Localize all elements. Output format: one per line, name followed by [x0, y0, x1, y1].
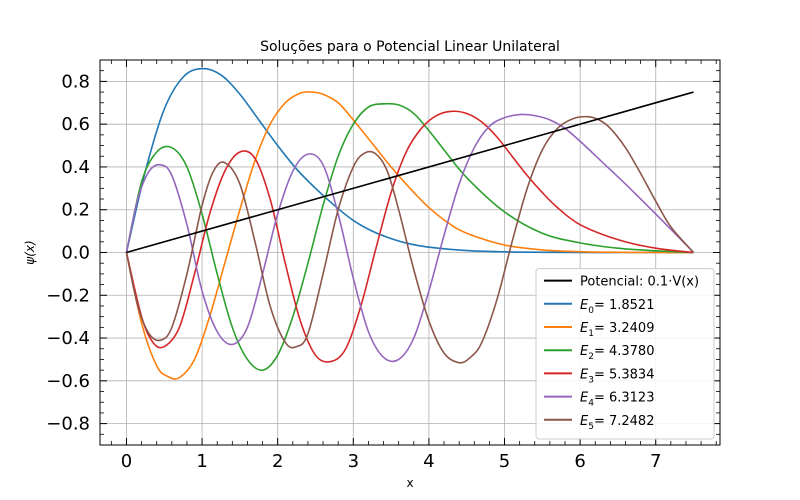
legend-entry-label: E4= 6.3123: [580, 391, 654, 409]
chart-title: Soluções para o Potencial Linear Unilate…: [260, 39, 560, 55]
legend-entry-label: E1= 3.2409: [580, 321, 654, 339]
x-tick-label: 1: [196, 451, 207, 472]
series-lines: [125, 67, 695, 380]
legend-box: [535, 268, 715, 440]
x-tick-label: 7: [650, 451, 661, 472]
legend-entry-label: E2= 4.3780: [580, 344, 654, 362]
x-tick-label: 3: [348, 451, 359, 472]
y-tick-label: −0.6: [46, 371, 90, 392]
y-tick-label: −0.4: [46, 328, 90, 349]
x-tick-label: 6: [574, 451, 585, 472]
x-tick-label: 5: [499, 451, 510, 472]
series-line-3: [125, 102, 694, 371]
y-tick-label: 0.6: [61, 114, 90, 135]
y-tick-label: −0.8: [46, 414, 90, 435]
y-tick-label: 0.0: [61, 243, 90, 264]
y-tick-label: 0.2: [61, 200, 90, 221]
legend-entry-label: Potencial: 0.1·V(x): [580, 275, 699, 290]
series-line-0: [126, 91, 694, 254]
y-tick-label: −0.2: [46, 285, 90, 306]
legend-entry-label: E5= 7.2482: [580, 414, 654, 432]
x-tick-label: 4: [423, 451, 434, 472]
x-tick-label: 0: [121, 451, 132, 472]
y-tick-label: 0.8: [61, 71, 90, 92]
series-line-1: [125, 67, 694, 254]
series-line-6: [125, 115, 695, 364]
series-line-5: [125, 113, 695, 363]
axis-ticks: 0 1 2 3 4 5 6 7 −0.8 −0.6 −0.4 −0.2 0.0 0.2 0.4 0.6 0.8: [46, 60, 720, 472]
x-axis-label: x: [406, 476, 413, 490]
y-tick-label: 0.4: [61, 157, 90, 178]
legend-entry-label: E0= 1.8521: [580, 298, 654, 316]
legend: Potencial: 0.1·V(x) E0= 1.8521 E1= 3.2409 E…: [535, 268, 715, 440]
legend-entry-label: E3= 5.3834: [580, 367, 654, 385]
y-axis-label: ψ(x): [23, 240, 37, 264]
series-line-4: [125, 110, 694, 363]
series-line-2: [125, 91, 694, 380]
x-tick-label: 2: [272, 451, 283, 472]
